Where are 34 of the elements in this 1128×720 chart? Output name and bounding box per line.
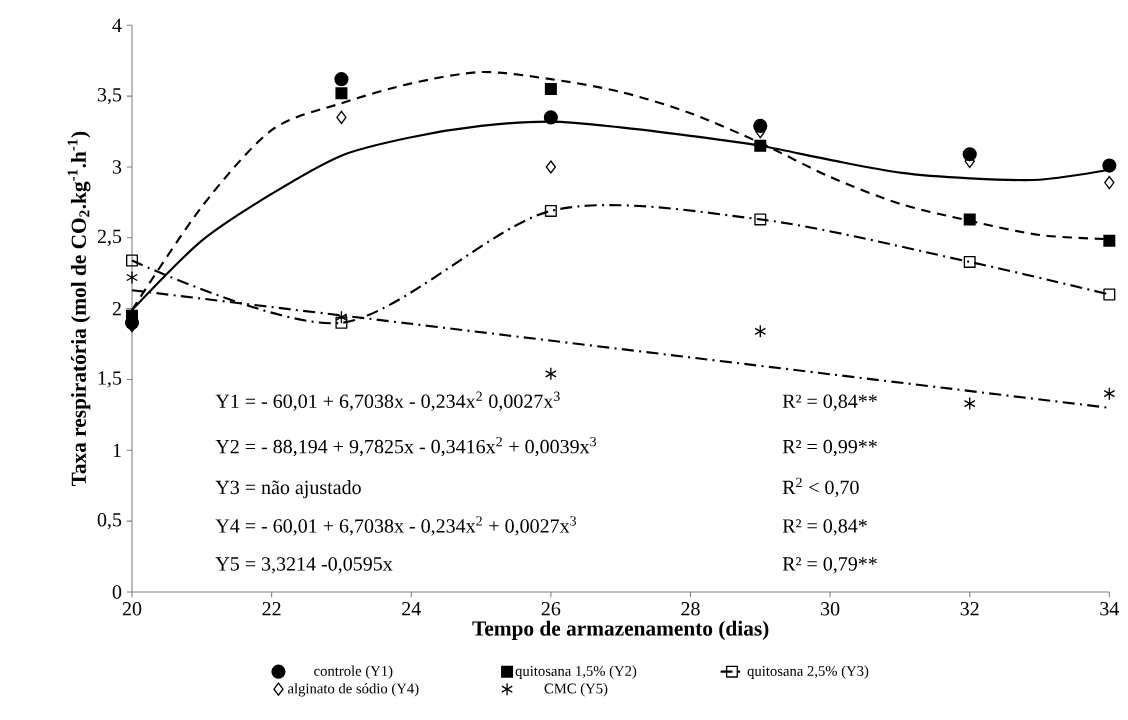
y-tick-label: 0 <box>112 585 122 599</box>
y-tick-label: 1 <box>113 443 121 457</box>
legend-label: alginato de sódio (Y4) <box>288 683 419 697</box>
annotation: R² = 0,79** <box>782 557 877 574</box>
y-tick-label: 3,5 <box>97 88 122 105</box>
x-tick-label: 28 <box>681 602 700 616</box>
x-tick-label: 24 <box>402 602 421 616</box>
x-tick-label: 30 <box>821 602 840 616</box>
annotation: R$^{2}$ < 0,70 <box>782 477 859 498</box>
y-tick-label: 2 <box>112 302 121 316</box>
y-tick-label: 4 <box>112 18 122 32</box>
annotation: Y3 = não ajustado <box>215 480 361 499</box>
y-tick-label: 1,5 <box>98 371 122 388</box>
legend-label: quitosana 2,5% (Y3) <box>747 665 869 679</box>
annotation: Y4 = - 60,01 + 6,7038x - 0,234x$^{2}$ + 0,0027x$^{3}$ <box>215 516 577 536</box>
annotation: Y1 = - 60,01 + 6,7038x - 0,234x$^{2}$ 0,0027x$^{3}$ <box>215 391 560 411</box>
annotation: Y5 = 3,3214 -0,0595x <box>215 557 393 574</box>
x-tick-label: 20 <box>122 602 142 616</box>
x-tick-label: 34 <box>1100 602 1120 616</box>
annotation: R² = 0,84** <box>782 394 877 411</box>
x-axis-title: Tempo de armazenamento (dias) <box>472 620 769 641</box>
y-tick-label: 0,5 <box>97 512 122 530</box>
annotation: Y2 = - 88,194 + 9,7825x - 0,3416x$^{2}$ + 0,0039x$^{3}$ <box>215 436 597 457</box>
annotation: R² = 0,99** <box>782 439 877 457</box>
x-tick-label: 32 <box>960 602 979 616</box>
legend-label: quitosana 1,5% (Y2) <box>515 665 637 679</box>
y-tick-label: 3 <box>112 160 122 174</box>
annotation: R² = 0,84* <box>782 519 867 536</box>
legend-label: controle (Y1) <box>314 665 393 679</box>
legend-label: CMC (Y5) <box>544 683 608 697</box>
x-tick-label: 22 <box>262 602 281 616</box>
y-tick-label: 2,5 <box>97 229 122 246</box>
y-axis-title: Taxa respiratória (mol de CO$_{2}$.kg$^{-1}$.h$^{-1}$) <box>67 131 91 487</box>
x-tick-label: 26 <box>541 602 561 616</box>
